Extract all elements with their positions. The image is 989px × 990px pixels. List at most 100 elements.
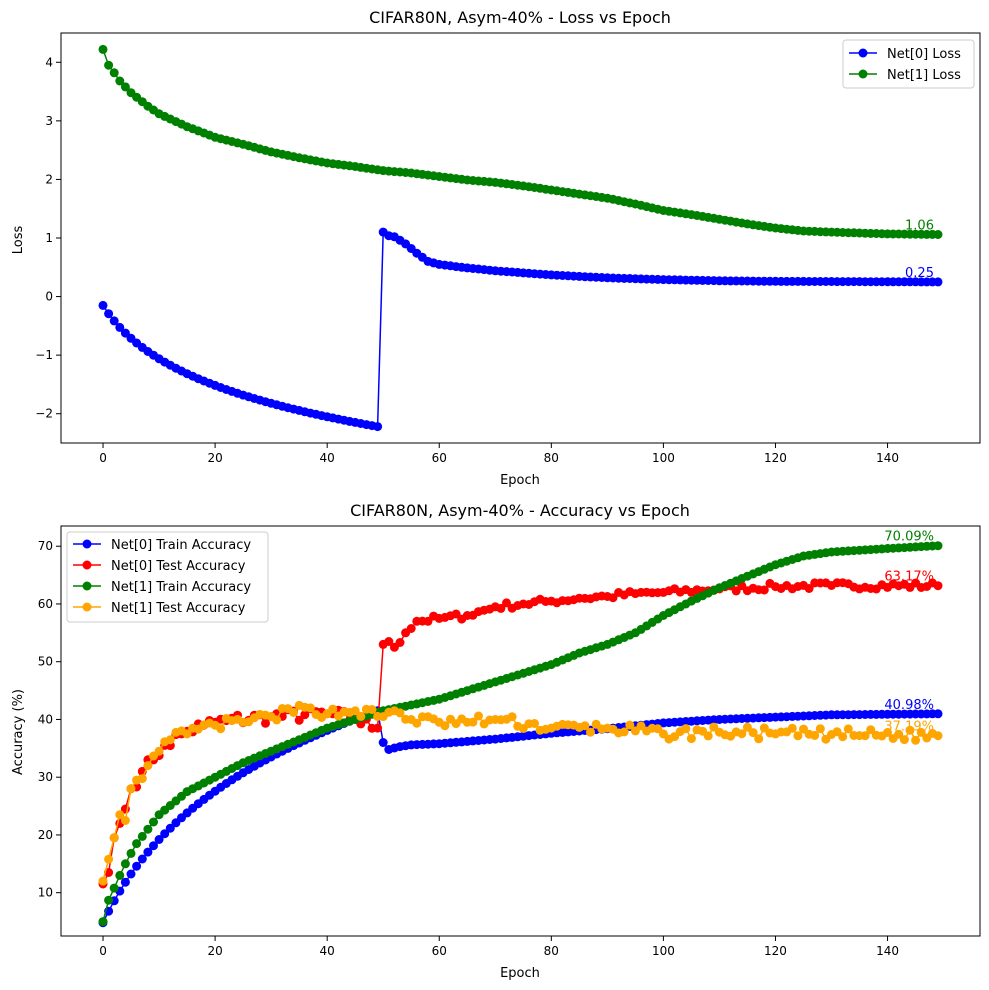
- data-point: [894, 729, 904, 739]
- legend-swatch-marker: [82, 602, 92, 612]
- y-tick-label: 2: [45, 172, 53, 186]
- data-point: [916, 727, 926, 737]
- data-point: [104, 895, 114, 905]
- data-point: [120, 82, 130, 92]
- data-point: [742, 722, 752, 732]
- data-point: [126, 848, 136, 858]
- loss-chart-title: CIFAR80N, Asym-40% - Loss vs Epoch: [369, 8, 671, 27]
- data-point: [104, 854, 114, 864]
- data-point: [137, 831, 147, 841]
- end-value-label: 37.19%: [884, 720, 934, 735]
- loss-legend-box: [842, 39, 975, 89]
- data-point: [625, 720, 635, 730]
- data-point: [143, 761, 153, 771]
- legend-label-net1-train: Net[1] Train Accuracy: [111, 580, 251, 595]
- y-tick-label: 30: [38, 770, 53, 784]
- data-point: [496, 603, 506, 613]
- legend-swatch-marker: [82, 560, 92, 570]
- data-point: [126, 869, 136, 879]
- data-point: [703, 731, 713, 741]
- data-point: [165, 735, 175, 745]
- data-point: [109, 883, 119, 893]
- data-point: [580, 721, 590, 731]
- data-point: [350, 706, 360, 716]
- data-point: [474, 711, 483, 721]
- data-point: [120, 877, 130, 887]
- data-point: [137, 774, 147, 784]
- y-tick-label: −2: [35, 407, 53, 421]
- data-point: [412, 718, 422, 728]
- data-point: [120, 859, 130, 869]
- data-point: [681, 724, 691, 734]
- x-tick-label: 100: [652, 944, 675, 958]
- x-tick-label: 0: [99, 944, 107, 958]
- accuracy-legend: Net[0] Train Accuracy Net[0] Test Accura…: [66, 531, 269, 623]
- data-point: [933, 731, 943, 741]
- loss-plot-frame: [60, 32, 981, 444]
- data-point: [143, 847, 153, 857]
- data-point: [132, 839, 142, 849]
- data-point: [586, 727, 595, 737]
- data-point: [905, 725, 915, 735]
- x-tick-label: 120: [764, 944, 787, 958]
- data-point: [115, 76, 125, 86]
- loss-legend: Net[0] Loss Net[1] Loss: [842, 39, 975, 89]
- accuracy-panel: CIFAR80N, Asym-40% - Accuracy vs Epoch E…: [11, 501, 981, 981]
- x-tick-label: 20: [207, 451, 222, 465]
- data-point: [373, 422, 383, 432]
- end-value-label: 1.06: [905, 218, 934, 233]
- legend-entry-net1-loss: Net[1] Loss: [849, 68, 961, 83]
- data-point: [384, 637, 394, 646]
- x-tick-label: 120: [764, 451, 787, 465]
- legend-entry-net1-test: Net[1] Test Accuracy: [73, 601, 246, 616]
- data-point: [373, 723, 383, 733]
- data-point: [289, 708, 299, 717]
- data-point: [686, 734, 696, 744]
- data-point: [126, 784, 136, 794]
- data-point: [165, 823, 175, 833]
- data-point: [137, 854, 147, 864]
- loss-y-ticks: −2 −1 0 1 2 3 4: [35, 55, 61, 421]
- x-tick-label: 100: [652, 451, 675, 465]
- y-tick-label: 10: [38, 886, 53, 900]
- accuracy-x-ticks: 0 20 40 60 80 100 120 140: [99, 936, 899, 958]
- data-point: [182, 729, 192, 739]
- data-point: [759, 585, 769, 595]
- data-point: [843, 724, 853, 734]
- data-point: [98, 300, 108, 310]
- data-point: [866, 725, 876, 735]
- loss-x-ticks: 0 20 40 60 80 100 120 140: [99, 443, 899, 465]
- data-point: [261, 718, 270, 728]
- accuracy-legend-box: [66, 531, 269, 623]
- legend-label-net1-loss: Net[1] Loss: [887, 68, 961, 83]
- data-point: [115, 322, 125, 332]
- legend-entry-net1-train: Net[1] Train Accuracy: [73, 580, 251, 595]
- data-point: [109, 68, 119, 78]
- x-tick-label: 60: [432, 451, 447, 465]
- data-point: [98, 44, 108, 54]
- data-point: [748, 728, 758, 738]
- y-tick-label: 70: [38, 539, 53, 553]
- data-point: [933, 230, 943, 239]
- data-point: [378, 738, 388, 747]
- data-point: [367, 705, 377, 714]
- data-point: [300, 710, 310, 720]
- series-net-1-test-accuracy: [98, 700, 943, 886]
- legend-label-net0-train: Net[0] Train Accuracy: [111, 538, 251, 553]
- end-value-label: 0.25: [905, 266, 934, 281]
- data-point: [793, 731, 803, 741]
- data-point: [804, 584, 814, 593]
- data-point: [305, 703, 315, 713]
- data-point: [328, 704, 338, 714]
- y-tick-label: 4: [45, 55, 53, 69]
- data-point: [933, 581, 943, 591]
- data-point: [109, 833, 119, 843]
- data-point: [860, 731, 870, 741]
- data-point: [883, 728, 892, 737]
- data-point: [395, 638, 405, 647]
- accuracy-series: [98, 541, 943, 928]
- data-point: [154, 746, 164, 756]
- legend-label-net0-test: Net[0] Test Accuracy: [111, 559, 246, 574]
- data-point: [468, 717, 478, 727]
